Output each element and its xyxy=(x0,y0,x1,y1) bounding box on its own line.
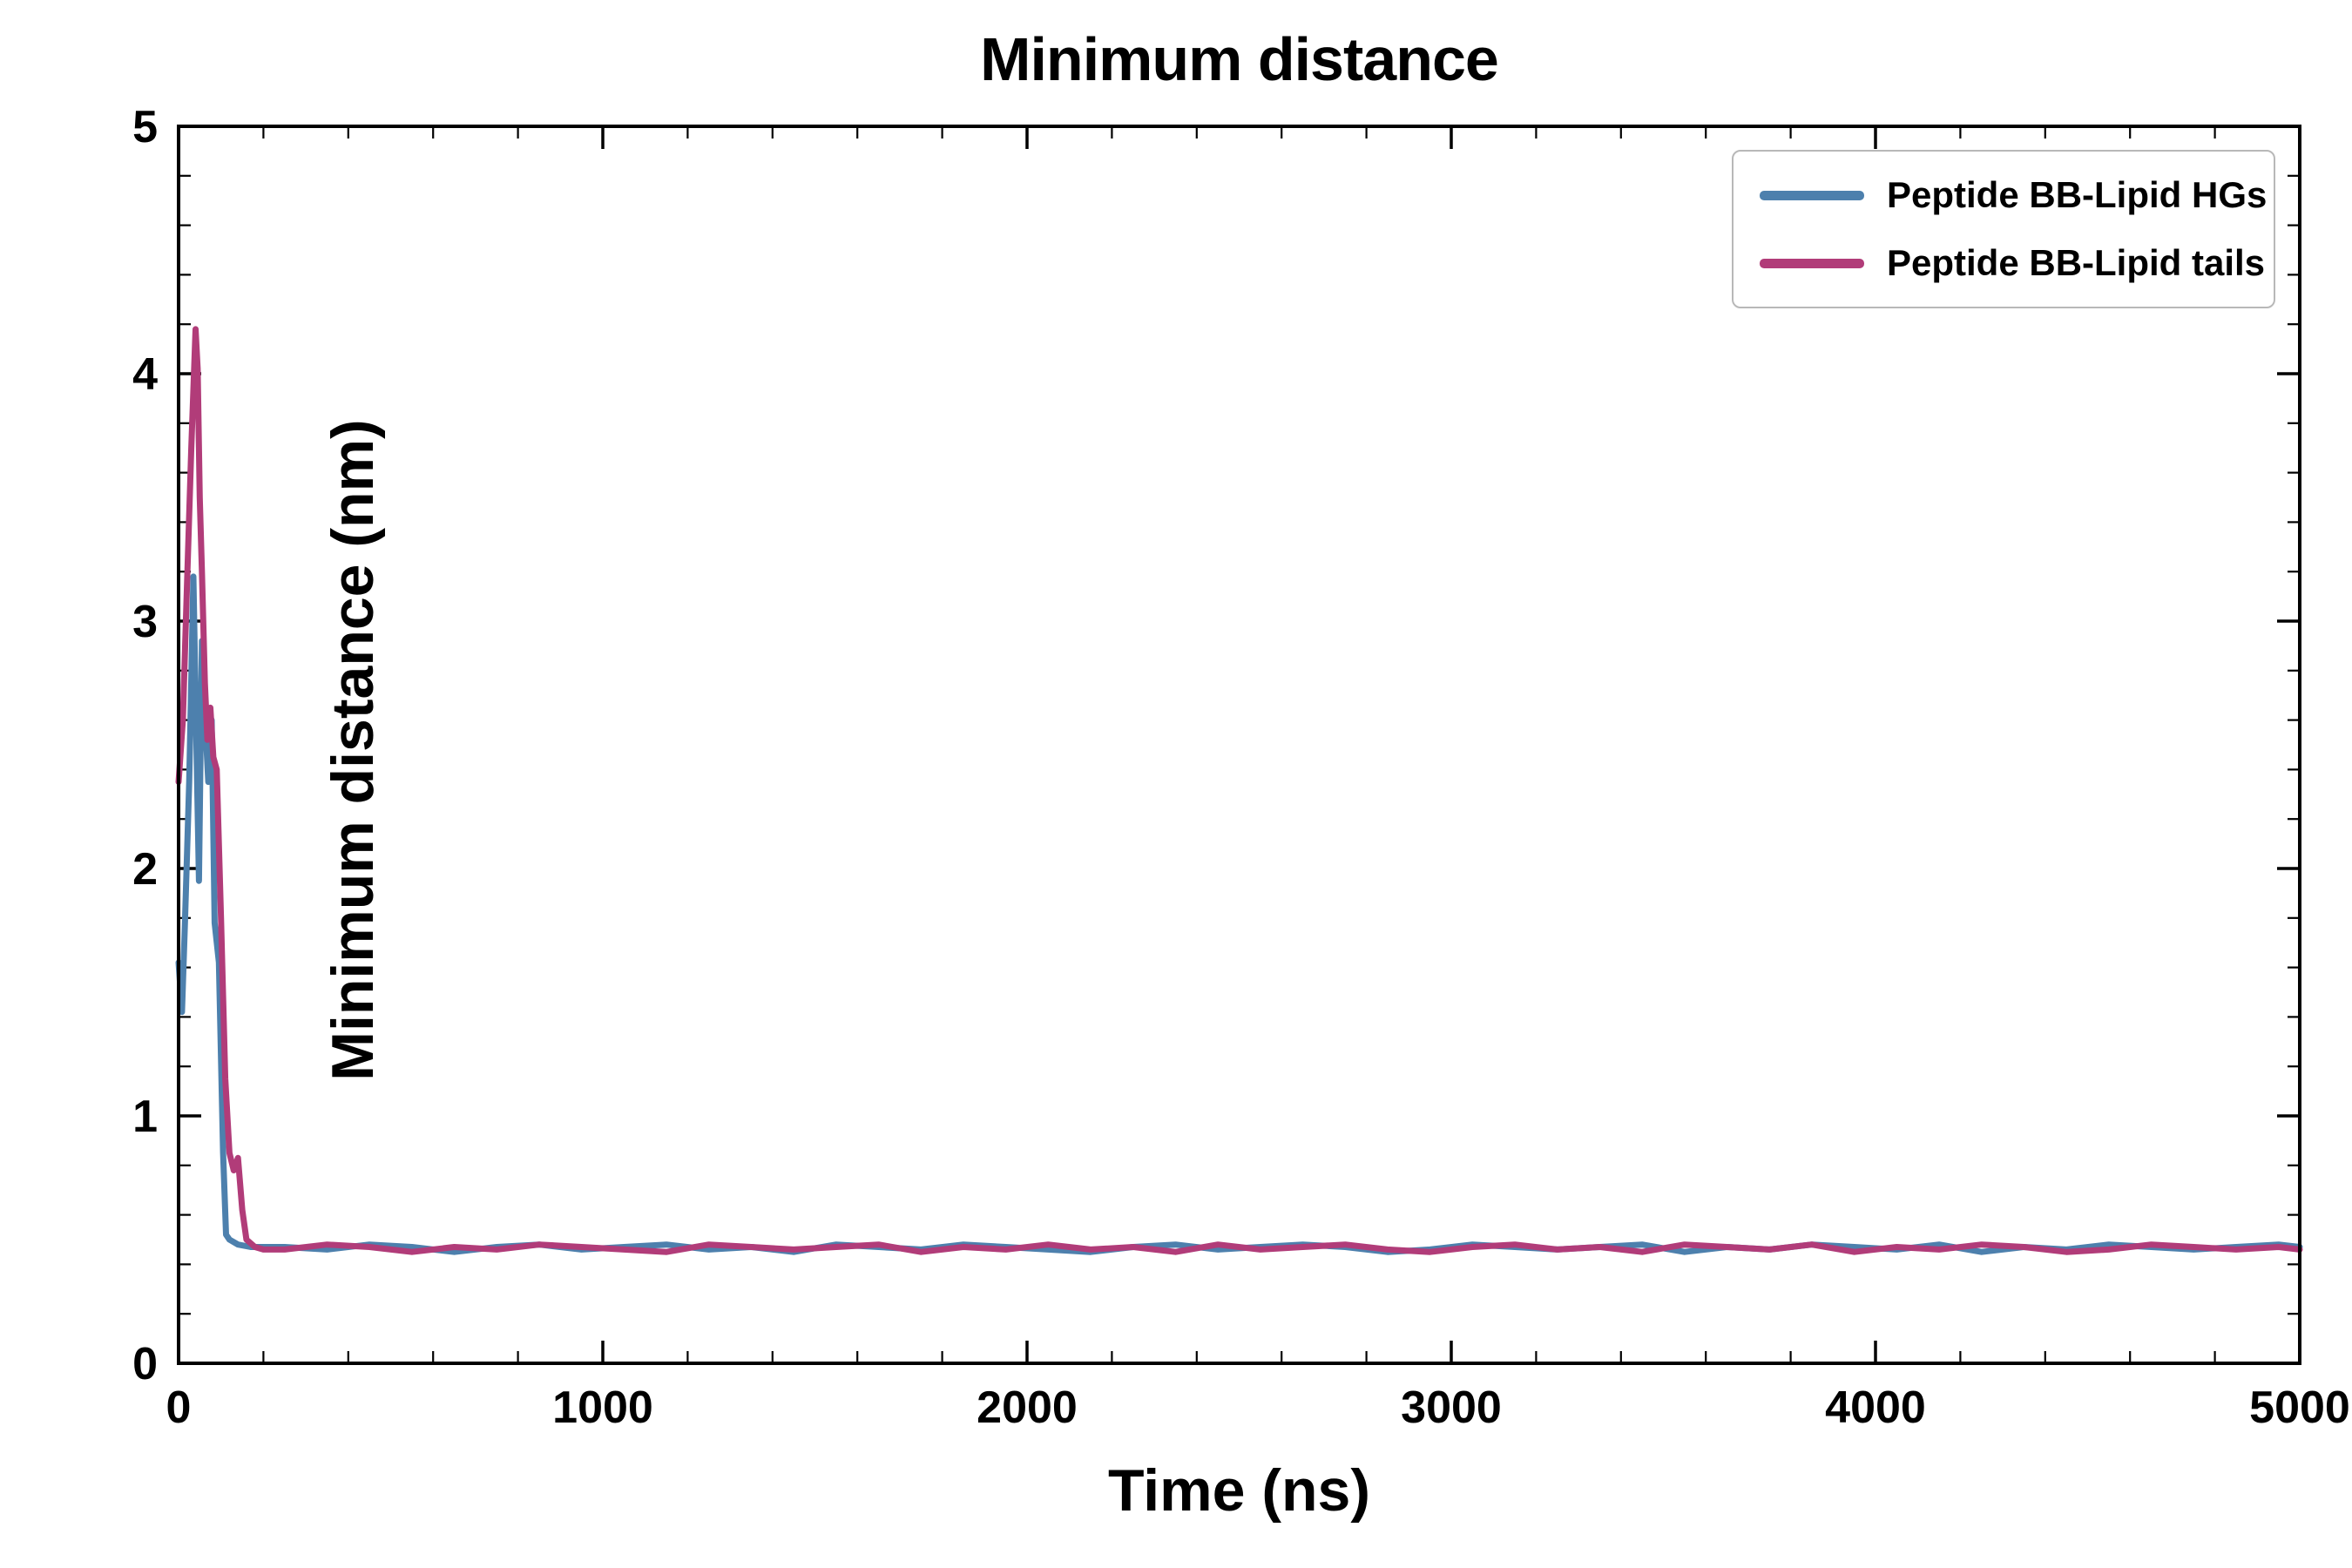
x-tick-label: 2000 xyxy=(977,1382,1078,1433)
axes-frame xyxy=(177,125,2301,1365)
legend-entry: Peptide BB-Lipid tails xyxy=(1760,242,2265,284)
legend-swatch-hgs xyxy=(1760,190,1864,200)
y-tick-label: 3 xyxy=(132,597,158,647)
x-tick-label: 1000 xyxy=(552,1382,653,1433)
x-tick-label: 3000 xyxy=(1401,1382,1502,1433)
legend-label-hgs: Peptide BB-Lipid HGs xyxy=(1887,174,2268,215)
x-tick-label: 4000 xyxy=(1825,1382,1926,1433)
chart-title: Minimum distance xyxy=(980,25,1499,93)
legend-entry: Peptide BB-Lipid HGs xyxy=(1760,174,2267,216)
x-axis-label: Time (ns) xyxy=(1107,1457,1371,1524)
x-tick-label: 0 xyxy=(166,1382,192,1433)
y-tick-label: 1 xyxy=(132,1092,158,1142)
y-axis-label: Minimum distance (nm) xyxy=(320,419,386,1081)
legend-label-tails: Peptide BB-Lipid tails xyxy=(1887,242,2266,283)
series-line-1 xyxy=(175,326,2303,1255)
y-tick-label: 0 xyxy=(132,1339,158,1389)
y-tick-label: 2 xyxy=(132,844,158,895)
x-tick-label: 5000 xyxy=(2249,1382,2350,1433)
series-line-0 xyxy=(175,573,2303,1255)
legend: Peptide BB-Lipid HGs Peptide BB-Lipid ta… xyxy=(1732,150,2275,308)
y-tick-label: 5 xyxy=(132,102,158,152)
legend-swatch-tails xyxy=(1760,258,1864,268)
y-tick-label: 4 xyxy=(132,349,158,400)
